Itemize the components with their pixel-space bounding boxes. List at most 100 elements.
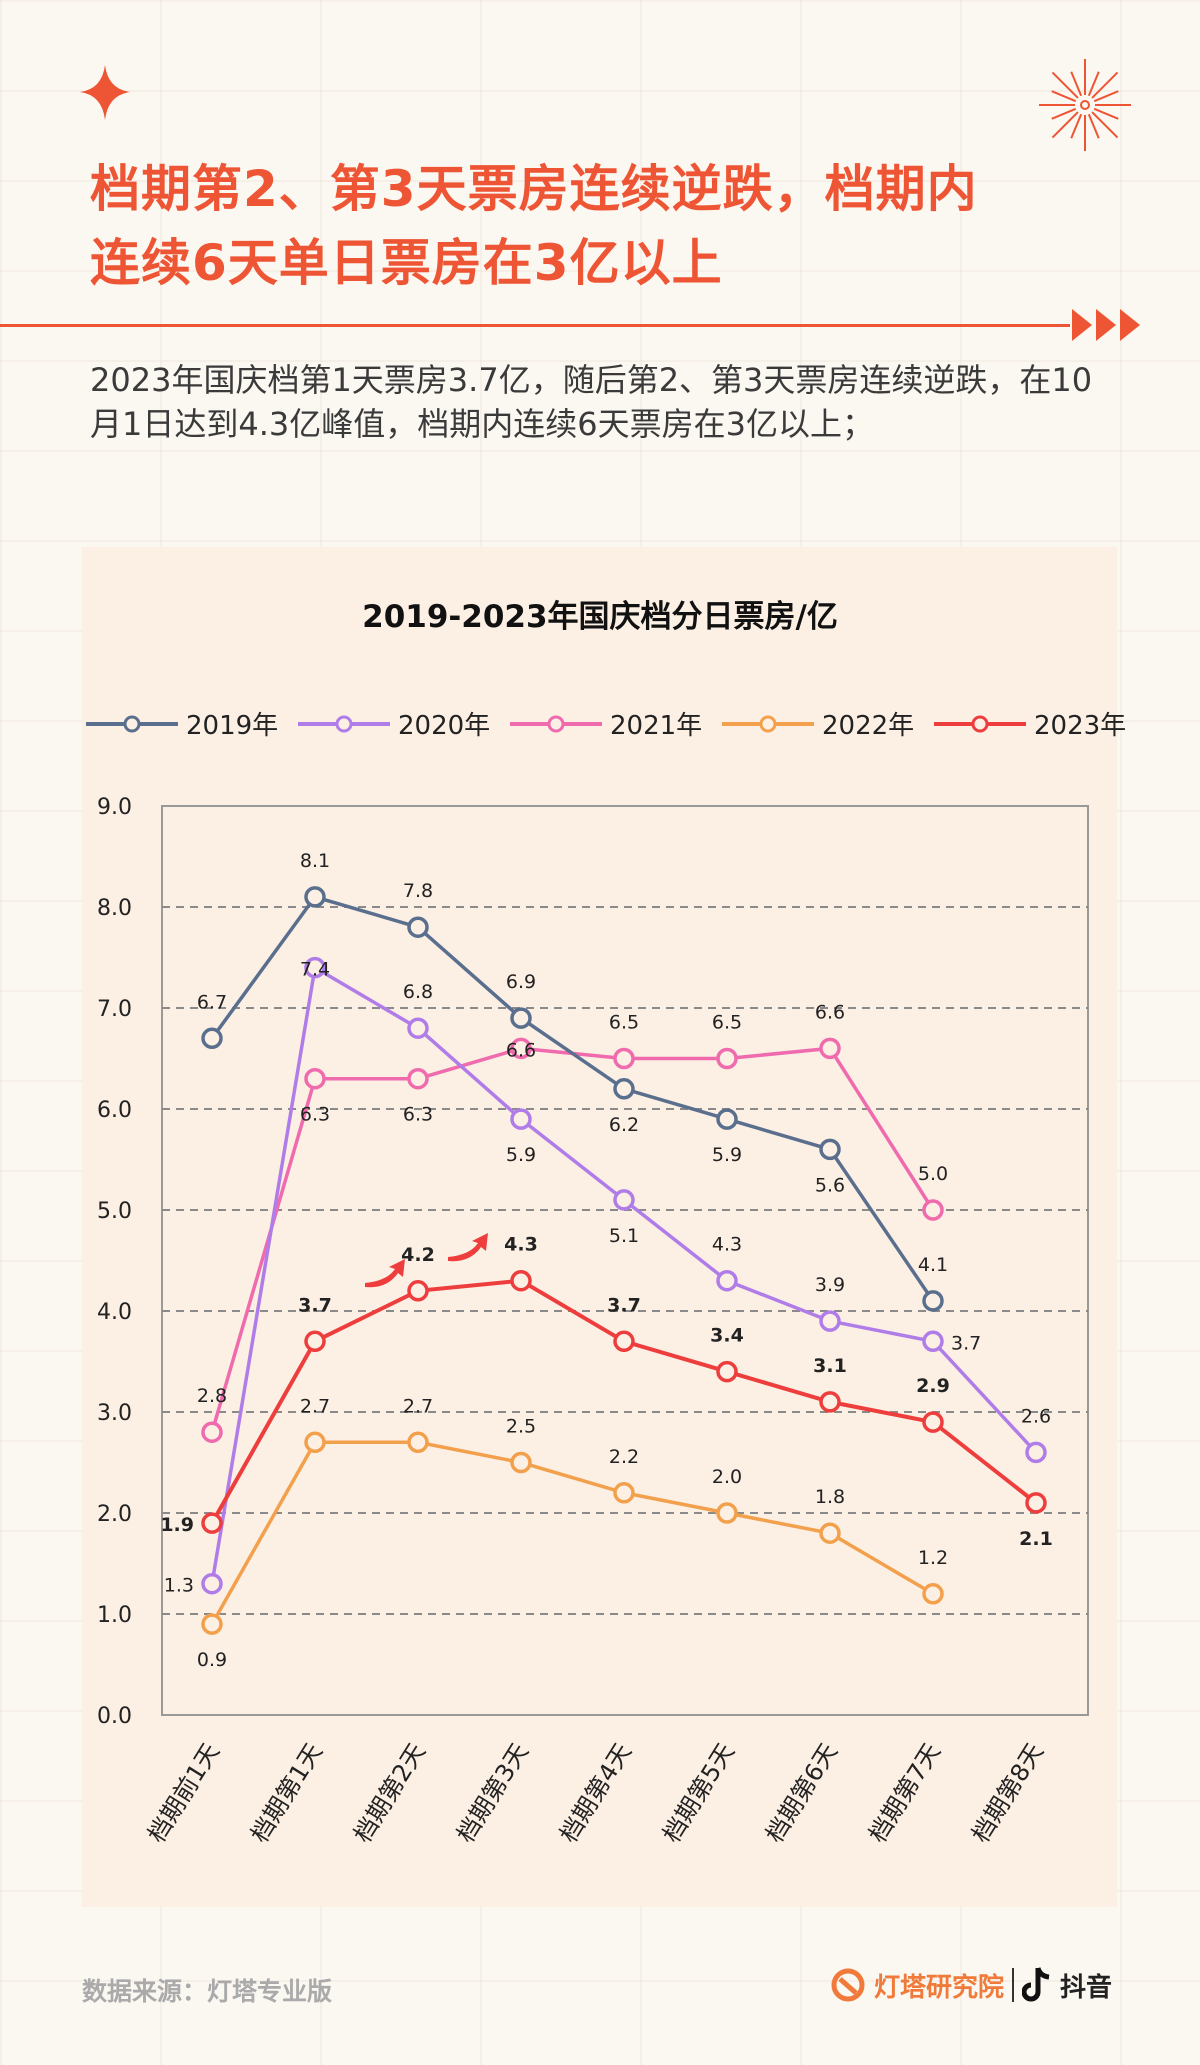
y-tick-label: 3.0	[97, 1401, 132, 1426]
data-label-1-4: 5.1	[609, 1225, 639, 1247]
y-tick-label: 7.0	[97, 997, 132, 1022]
firework-icon	[1039, 59, 1131, 151]
data-point-2-3	[510, 1037, 532, 1060]
x-tick-label: 档期第4天	[554, 1738, 637, 1847]
data-point-0-4	[613, 1078, 635, 1100]
data-label-0-4: 6.2	[609, 1114, 639, 1136]
data-label-2-6: 6.6	[815, 1001, 845, 1023]
y-tick-label: 5.0	[97, 1199, 132, 1224]
data-point-2-0	[201, 1421, 223, 1443]
data-point-0-6	[819, 1138, 841, 1161]
data-label-1-1: 7.4	[300, 959, 330, 981]
series-line-3	[210, 1440, 934, 1625]
legend-marker-0	[123, 715, 141, 733]
data-label-3-4: 2.2	[609, 1446, 639, 1468]
data-point-4-7	[922, 1411, 944, 1433]
data-point-1-6	[819, 1310, 841, 1332]
data-point-1-4	[613, 1189, 635, 1211]
data-label-1-3: 5.9	[506, 1144, 536, 1166]
line-chart: 2019-2023年国庆档分日票房/亿 2019年 2020年 2021年 2022年 2…	[86, 599, 1126, 1848]
data-point-4-5	[716, 1360, 738, 1383]
data-point-4-1	[304, 1330, 326, 1353]
data-point-3-7	[922, 1583, 944, 1605]
data-label-3-7: 1.2	[918, 1547, 948, 1569]
data-label-2-3: 6.6	[506, 1039, 536, 1061]
data-point-1-3	[510, 1108, 532, 1130]
y-tick-label: 9.0	[97, 795, 132, 820]
data-point-2-5	[716, 1047, 738, 1070]
data-point-4-3	[510, 1269, 532, 1292]
data-label-0-2: 7.8	[403, 880, 433, 902]
douyin-logo-icon	[1022, 1967, 1050, 2002]
data-point-3-1	[304, 1431, 326, 1454]
data-point-2-1	[304, 1067, 326, 1090]
data-label-1-7: 3.7	[951, 1332, 981, 1354]
legend-label-0: 2019年	[186, 711, 278, 741]
data-label-4-0: 1.9	[160, 1514, 194, 1536]
data-label-1-2: 6.8	[403, 981, 433, 1003]
data-point-0-3	[510, 1007, 532, 1029]
data-point-0-0	[201, 1027, 223, 1050]
data-point-0-1	[304, 886, 326, 908]
up-arrow-icon	[365, 1259, 405, 1288]
data-point-3-3	[510, 1451, 532, 1474]
series-line-0	[210, 894, 935, 1302]
data-point-1-8	[1025, 1441, 1047, 1464]
data-label-1-8: 2.6	[1021, 1405, 1051, 1427]
data-label-4-8: 2.1	[1019, 1528, 1053, 1550]
brand-lighthouse: 灯塔研究院	[874, 1972, 1005, 2003]
data-label-2-0: 2.8	[197, 1385, 227, 1407]
brand-logos: 灯塔研究院 抖音	[830, 1965, 1112, 2005]
data-label-3-6: 1.8	[815, 1486, 845, 1508]
data-label-2-1: 6.3	[300, 1104, 330, 1126]
x-tick-label: 档期前1天	[142, 1738, 225, 1847]
data-point-4-2	[407, 1280, 429, 1302]
data-label-1-6: 3.9	[815, 1274, 845, 1296]
data-label-3-5: 2.0	[712, 1466, 742, 1488]
data-point-4-4	[613, 1330, 635, 1353]
data-label-3-0: 0.9	[197, 1649, 227, 1671]
data-point-1-1	[304, 956, 326, 979]
page-title: 档期第2、第3天票房连续逆跌，档期内 连续6天单日票房在3亿以上	[90, 152, 1090, 300]
title-line-2: 连续6天单日票房在3亿以上	[90, 234, 723, 292]
data-point-4-0	[201, 1512, 223, 1534]
data-label-2-4: 6.5	[609, 1012, 639, 1034]
y-tick-label: 8.0	[97, 896, 132, 921]
data-label-0-0: 6.7	[197, 991, 227, 1013]
x-tick-label: 档期第6天	[760, 1738, 843, 1847]
data-point-3-5	[716, 1502, 738, 1524]
data-label-4-7: 2.9	[916, 1375, 950, 1397]
data-point-2-4	[613, 1047, 635, 1070]
legend-marker-2	[547, 715, 565, 733]
legend-marker-3	[759, 715, 777, 733]
data-point-1-7	[922, 1330, 944, 1353]
data-point-4-8	[1025, 1492, 1047, 1514]
legend-label-3: 2022年	[822, 711, 914, 741]
data-label-0-6: 5.6	[815, 1174, 845, 1196]
data-label-4-4: 3.7	[607, 1294, 641, 1316]
data-point-1-5	[716, 1269, 738, 1292]
legend-label-4: 2023年	[1034, 711, 1126, 741]
legend-label-1: 2020年	[398, 711, 490, 741]
data-point-0-7	[922, 1290, 944, 1312]
chart-panel	[82, 547, 1117, 1907]
x-tick-label: 档期第7天	[863, 1738, 946, 1847]
lighthouse-logo-icon	[831, 1968, 865, 2002]
up-arrow-icon	[448, 1233, 488, 1262]
x-tick-label: 档期第1天	[245, 1738, 328, 1847]
y-tick-label: 1.0	[97, 1603, 132, 1628]
x-tick-label: 档期第2天	[348, 1738, 431, 1847]
title-line-1: 档期第2、第3天票房连续逆跌，档期内	[90, 160, 978, 218]
y-tick-label: 2.0	[97, 1502, 132, 1527]
data-label-3-2: 2.7	[403, 1395, 433, 1417]
x-tick-label: 档期第5天	[657, 1738, 740, 1847]
data-label-2-5: 6.5	[712, 1012, 742, 1034]
data-point-1-0	[201, 1572, 223, 1595]
brand-douyin: 抖音	[1060, 1972, 1113, 2003]
data-label-1-0: 1.3	[164, 1575, 194, 1597]
data-label-2-7: 5.0	[918, 1163, 948, 1185]
sparkle-icon	[80, 65, 130, 120]
data-label-4-5: 3.4	[710, 1325, 744, 1347]
data-label-3-1: 2.7	[300, 1395, 330, 1417]
chart-title: 2019-2023年国庆档分日票房/亿	[362, 599, 838, 635]
